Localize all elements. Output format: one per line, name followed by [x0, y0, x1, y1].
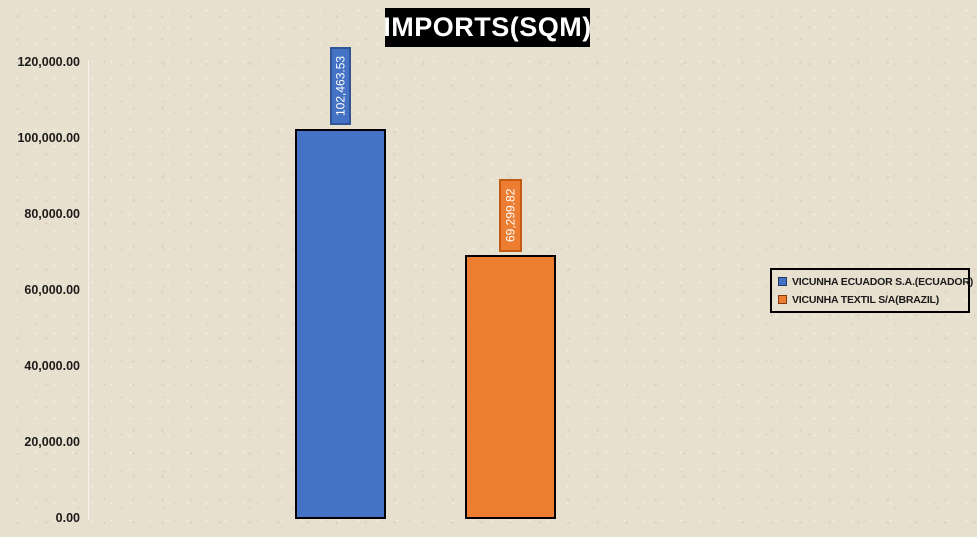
chart-title: IMPORTS(SQM)	[383, 8, 591, 47]
bar-vicunha-textil[interactable]	[465, 255, 556, 519]
legend-label: VICUNHA ECUADOR S.A.(ECUADOR)	[792, 275, 974, 288]
y-axis-tick-label: 80,000.00	[24, 207, 80, 221]
legend-item-vicunha-textil[interactable]: VICUNHA TEXTIL S/A(BRAZIL)	[778, 294, 968, 306]
legend-swatch-orange	[778, 295, 787, 304]
y-axis-tick-label: 0.00	[55, 511, 80, 525]
y-axis-tick-label: 40,000.00	[24, 359, 80, 373]
y-axis-tick-label: 100,000.00	[17, 131, 80, 145]
y-axis-tick-label: 20,000.00	[24, 435, 80, 449]
legend-item-vicunha-ecuador[interactable]: VICUNHA ECUADOR S.A.(ECUADOR)	[778, 276, 973, 288]
plot-area-left-border	[88, 60, 89, 520]
data-label-vicunha-textil: 69,299.82	[499, 179, 522, 252]
bar-vicunha-ecuador[interactable]	[295, 129, 386, 519]
y-axis-tick-label: 120,000.00	[17, 55, 80, 69]
data-label-vicunha-ecuador: 102,463.53	[330, 47, 351, 125]
legend-label: VICUNHA TEXTIL S/A(BRAZIL)	[792, 293, 940, 306]
y-axis-tick-label: 60,000.00	[24, 283, 80, 297]
legend-swatch-blue	[778, 277, 787, 286]
legend[interactable]: VICUNHA ECUADOR S.A.(ECUADOR) VICUNHA TE…	[770, 268, 973, 313]
